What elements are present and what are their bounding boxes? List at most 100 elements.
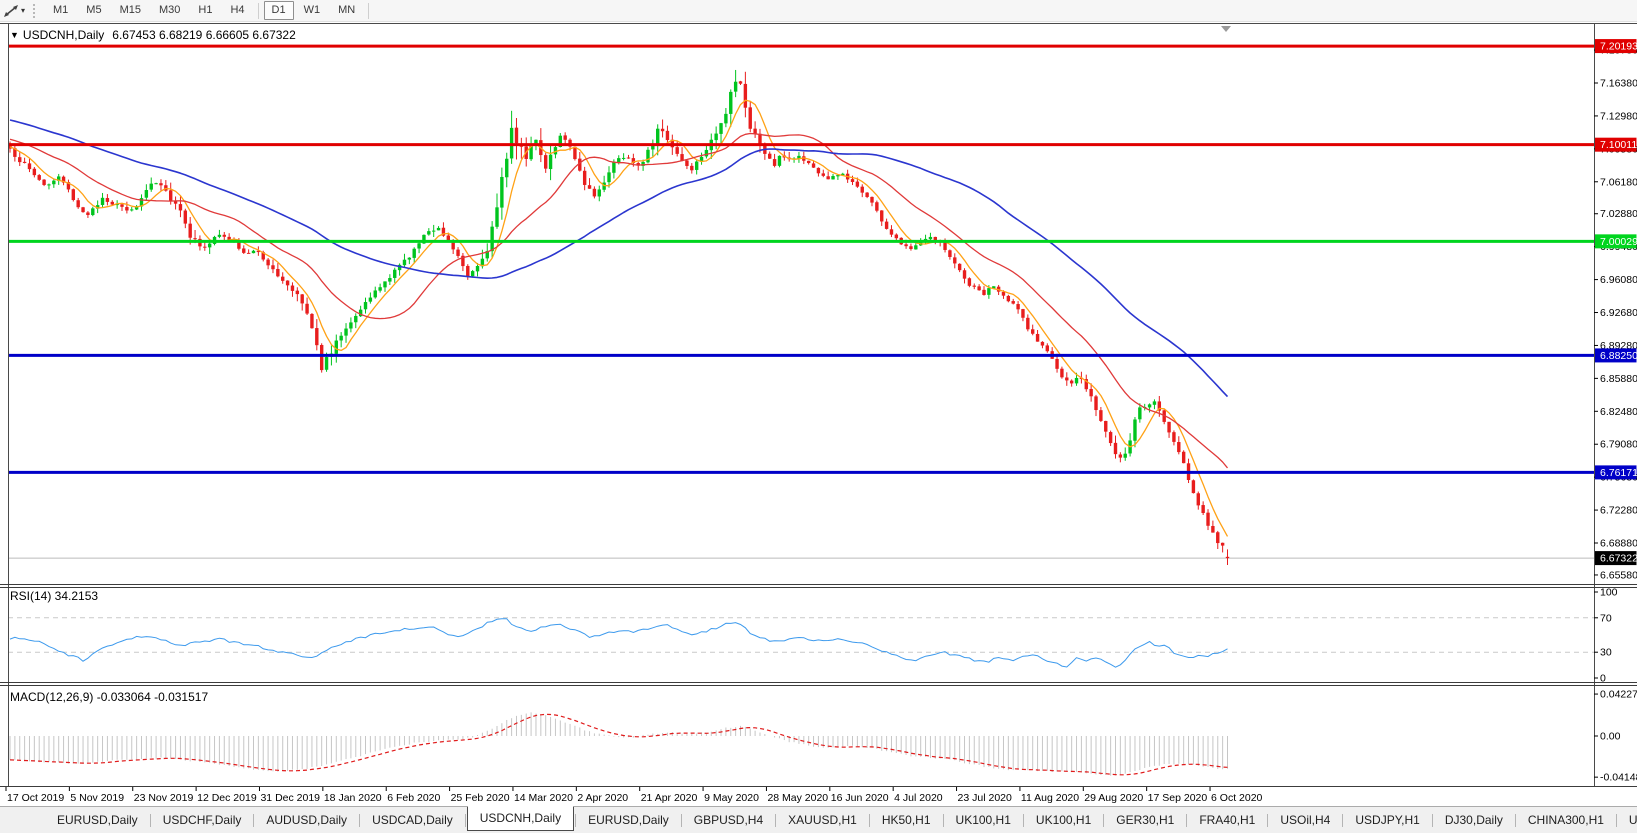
svg-text:23 Nov 2019: 23 Nov 2019 (134, 792, 194, 804)
chart-tab-uk100-h1[interactable]: UK100,H1 (1035, 813, 1092, 827)
svg-text:4 Jul 2020: 4 Jul 2020 (894, 792, 943, 804)
timeframe-toolbar: ▾ M1 M5 M15 M30 H1 H4 D1 W1 MN (0, 0, 1637, 22)
rsi-line (9, 618, 1228, 668)
timeframe-button-m15[interactable]: M15 (119, 4, 141, 16)
svg-text:6.82480: 6.82480 (1600, 406, 1637, 418)
timeframe-button-h1[interactable]: H1 (198, 4, 213, 16)
chart-tab-ger30-h1[interactable]: GER30,H1 (1116, 813, 1175, 827)
tab-separator (1186, 813, 1188, 827)
chart-tab-usoil-h1[interactable]: USOil,H1 (1628, 813, 1637, 827)
macd-signal-line (9, 713, 1228, 776)
tab-separator (1103, 813, 1105, 827)
tab-separator (1342, 813, 1344, 827)
svg-text:2 Apr 2020: 2 Apr 2020 (577, 792, 628, 804)
svg-text:6.92680: 6.92680 (1600, 307, 1637, 319)
svg-text:17 Sep 2020: 17 Sep 2020 (1148, 792, 1208, 804)
timeframe-button-m5[interactable]: M5 (86, 4, 102, 16)
chart-tab-hk50-h1[interactable]: HK50,H1 (881, 813, 931, 827)
svg-text:6.72280: 6.72280 (1600, 505, 1637, 517)
chart-tab-uk100-h1[interactable]: UK100,H1 (955, 813, 1011, 827)
svg-text:6.88250: 6.88250 (1600, 350, 1637, 362)
indicator-scales: 100 70 30 0 0.042275 0.00 -0.04148 (1594, 587, 1637, 784)
svg-text:25 Feb 2020: 25 Feb 2020 (451, 792, 510, 804)
chart-tab-usdjpy-h1[interactable]: USDJPY,H1 (1355, 813, 1420, 827)
pane-borders (0, 23, 1637, 787)
svg-text:21 Apr 2020: 21 Apr 2020 (641, 792, 698, 804)
timeframe-button-mn[interactable]: MN (338, 4, 356, 16)
chart-tab-gbpusd-h4[interactable]: GBPUSD,H4 (693, 813, 764, 827)
svg-text:6.68880: 6.68880 (1600, 538, 1637, 550)
svg-text:7.00029: 7.00029 (1600, 236, 1637, 248)
toolbar-separator (257, 2, 259, 19)
chart-tab-dj30-daily[interactable]: DJ30,Daily (1444, 813, 1503, 827)
svg-text:28 May 2020: 28 May 2020 (767, 792, 828, 804)
line-tool-icon[interactable] (2, 3, 20, 19)
svg-text:6.85880: 6.85880 (1600, 373, 1637, 385)
svg-text:70: 70 (1600, 612, 1612, 624)
svg-text:12 Dec 2019: 12 Dec 2019 (197, 792, 257, 804)
tab-separator (359, 813, 361, 827)
chart-tab-audusd-daily[interactable]: AUDUSD,Daily (266, 813, 348, 827)
timeframe-button-w1[interactable]: W1 (303, 4, 321, 16)
tab-separator (1514, 813, 1516, 827)
timeframe-button-m30[interactable]: M30 (158, 4, 181, 16)
svg-text:100: 100 (1600, 587, 1618, 599)
toolbar-grip-handle[interactable] (33, 3, 37, 18)
svg-text:11 Aug 2020: 11 Aug 2020 (1021, 792, 1079, 804)
tab-separator (575, 813, 577, 827)
svg-text:6.76171: 6.76171 (1600, 467, 1637, 479)
chart-tab-fra40-h1[interactable]: FRA40,H1 (1199, 813, 1256, 827)
svg-text:23 Jul 2020: 23 Jul 2020 (958, 792, 1012, 804)
tab-separator (1615, 813, 1617, 827)
ma-mid (9, 132, 1229, 469)
svg-text:0.00: 0.00 (1600, 731, 1621, 743)
horizontal-level-lines (8, 44, 1594, 474)
svg-text:29 Aug 2020: 29 Aug 2020 (1084, 792, 1143, 804)
timeframe-buttons: M1 M5 M15 M30 H1 H4 D1 W1 MN (44, 1, 373, 20)
tab-separator (942, 813, 944, 827)
svg-text:7.20193: 7.20193 (1600, 41, 1637, 53)
chart-tab-usoil-h4[interactable]: USOil,H4 (1280, 813, 1331, 827)
svg-text:6 Oct 2020: 6 Oct 2020 (1211, 792, 1263, 804)
tab-separator (868, 813, 870, 827)
price-axis: 7.197807.163807.129807.095807.061807.028… (1594, 39, 1637, 581)
svg-text:31 Dec 2019: 31 Dec 2019 (260, 792, 320, 804)
chart-tabs: EURUSD,Daily USDCHF,Daily AUDUSD,Daily USDC… (46, 805, 1637, 833)
svg-text:7.06180: 7.06180 (1600, 176, 1637, 188)
tool-dropdown-caret-icon[interactable]: ▾ (21, 6, 26, 15)
svg-text:17 Oct 2019: 17 Oct 2019 (7, 792, 64, 804)
tab-separator (253, 813, 255, 827)
chart-tab-eurusd-daily[interactable]: EURUSD,Daily (588, 813, 669, 827)
svg-text:7.10011: 7.10011 (1600, 139, 1637, 151)
svg-text:6 Feb 2020: 6 Feb 2020 (387, 792, 440, 804)
tab-separator (775, 813, 777, 827)
svg-text:6.67322: 6.67322 (1600, 553, 1637, 565)
svg-text:7.02880: 7.02880 (1600, 208, 1637, 220)
tab-separator (680, 813, 682, 827)
timeframe-button-m1[interactable]: M1 (53, 4, 69, 16)
tab-separator (149, 813, 151, 827)
toolbar-separator (368, 2, 370, 19)
svg-text:9 May 2020: 9 May 2020 (704, 792, 759, 804)
chart-tab-usdcnh-daily[interactable]: USDCNH,Daily (466, 805, 575, 831)
chart-tab-china300-h1[interactable]: CHINA300,H1 (1527, 813, 1604, 827)
candlesticks (8, 69, 1230, 566)
chart-tab-usdcad-daily[interactable]: USDCAD,Daily (372, 813, 453, 827)
svg-text:6.96080: 6.96080 (1600, 274, 1637, 286)
timeframe-button-h4[interactable]: H4 (230, 4, 245, 16)
tab-separator (1267, 813, 1269, 827)
svg-text:30: 30 (1600, 647, 1612, 659)
timeframe-button-d1[interactable]: D1 (263, 1, 294, 20)
svg-text:7.16380: 7.16380 (1600, 78, 1637, 90)
chart-tab-usdchf-daily[interactable]: USDCHF,Daily (162, 813, 242, 827)
svg-text:0: 0 (1600, 673, 1606, 685)
svg-text:7.12980: 7.12980 (1600, 110, 1637, 122)
tab-separator (1431, 813, 1433, 827)
svg-text:6.79080: 6.79080 (1600, 439, 1637, 451)
date-axis: 17 Oct 2019 5 Nov 2019 23 Nov 2019 12 Dec 2… (5, 787, 1263, 804)
chart-tab-eurusd-daily[interactable]: EURUSD,Daily (57, 813, 138, 827)
macd-pane (9, 712, 1228, 776)
chart-tab-xauusd-h1[interactable]: XAUUSD,H1 (788, 813, 857, 827)
